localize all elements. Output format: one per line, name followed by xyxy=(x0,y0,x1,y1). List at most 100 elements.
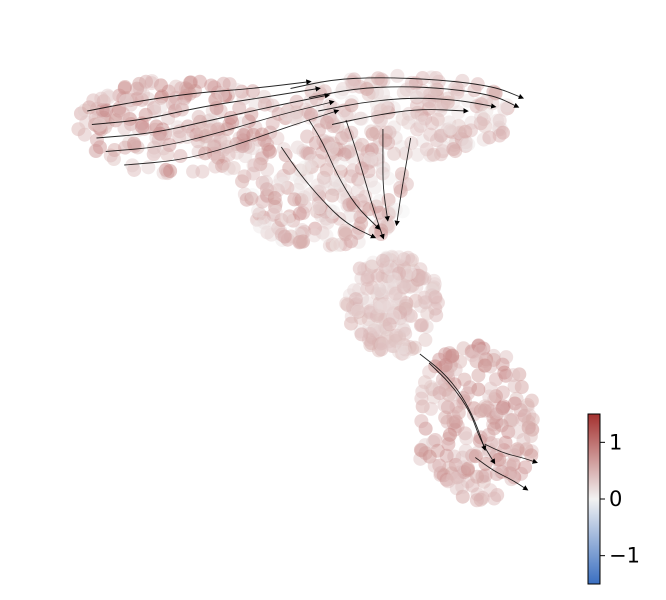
scatter-point xyxy=(467,83,481,97)
scatter-point xyxy=(493,129,507,143)
scatter-point xyxy=(387,272,401,286)
scatter-point xyxy=(431,296,445,310)
scatter-point xyxy=(275,228,289,242)
scatter-point xyxy=(478,119,492,133)
scatter-point xyxy=(429,308,443,322)
scatter-point xyxy=(478,359,492,373)
scatter-point xyxy=(257,216,271,230)
colorbar-bar xyxy=(588,414,600,584)
scatter-point xyxy=(424,70,438,84)
scatter-points xyxy=(71,69,539,507)
scatter-point xyxy=(404,136,418,150)
scatter-point xyxy=(502,461,516,475)
scatter-point xyxy=(399,299,413,313)
scatter-point xyxy=(438,411,452,425)
scatter-point xyxy=(326,205,340,219)
scatter-point xyxy=(154,100,168,114)
scatter-point xyxy=(480,401,494,415)
scatter-point xyxy=(282,161,296,175)
scatter-point xyxy=(390,69,404,83)
colorbar-tick-label: 1 xyxy=(609,430,622,454)
scatter-point xyxy=(414,318,428,332)
scatter-point xyxy=(318,174,332,188)
scatter-point xyxy=(325,188,339,202)
scatter-point xyxy=(351,304,365,318)
scatter-point xyxy=(389,203,403,217)
scatter-point xyxy=(474,344,488,358)
scatter-point xyxy=(287,192,301,206)
scatter-point xyxy=(339,297,353,311)
scatter-point xyxy=(173,149,187,163)
scatter-point xyxy=(224,111,238,125)
scatter-point xyxy=(135,120,149,134)
scatter-point xyxy=(339,227,353,241)
colorbar-tick-label: −1 xyxy=(609,544,640,568)
scatter-point xyxy=(396,112,410,126)
scatter-point xyxy=(344,126,358,140)
scatter-point xyxy=(90,133,104,147)
scatter-point xyxy=(493,114,507,128)
scatter-point xyxy=(451,105,465,119)
scatter-point xyxy=(92,118,106,132)
scatter-point xyxy=(428,83,442,97)
scatter-point xyxy=(375,338,389,352)
scatter-point xyxy=(268,191,282,205)
scatter-point xyxy=(410,89,424,103)
scatter-point xyxy=(116,107,130,121)
scatter-point xyxy=(374,300,388,314)
scatter-point xyxy=(362,333,376,347)
scatter-point xyxy=(163,164,177,178)
scatter-point xyxy=(378,133,392,147)
colorbar: 1 0 −1 xyxy=(588,414,640,584)
scatter-point xyxy=(204,78,218,92)
scatter-point xyxy=(118,80,132,94)
scatter-point xyxy=(342,198,356,212)
scatter-point xyxy=(375,72,389,86)
scatter-point xyxy=(325,142,339,156)
scatter-point xyxy=(427,148,441,162)
scatter-point xyxy=(372,283,386,297)
scatter-point xyxy=(441,437,455,451)
scatter-point xyxy=(307,228,321,242)
scatter-point xyxy=(411,148,425,162)
scatter-point xyxy=(119,94,133,108)
scatter-point xyxy=(94,92,108,106)
scatter-point xyxy=(305,154,319,168)
scatter-point xyxy=(125,158,139,172)
scatter-point xyxy=(236,128,250,142)
scatter-point xyxy=(496,401,510,415)
scatter-point xyxy=(414,392,428,406)
scatter-point xyxy=(441,91,455,105)
scatter-point xyxy=(514,403,528,417)
colorbar-ticks: 1 0 −1 xyxy=(600,430,640,567)
scatter-point xyxy=(383,317,397,331)
scatter-point xyxy=(448,144,462,158)
scatter-point xyxy=(446,471,460,485)
scatter-point xyxy=(525,394,539,408)
scatter-point xyxy=(526,412,540,426)
scatter-point xyxy=(246,167,260,181)
scatter-point xyxy=(320,116,334,130)
scatter-point xyxy=(482,428,496,442)
scatter-point xyxy=(79,115,93,129)
scatter-point xyxy=(374,227,388,241)
scatter-point xyxy=(445,349,459,363)
scatter-point xyxy=(117,121,131,135)
scatter-point xyxy=(392,250,406,264)
scatter-point xyxy=(465,479,479,493)
scatter-point xyxy=(516,433,530,447)
scatter-point xyxy=(330,238,344,252)
colorbar-tick-label: 0 xyxy=(609,487,622,511)
scatter-point xyxy=(443,122,457,136)
scatter-point xyxy=(506,446,520,460)
scatter-point xyxy=(269,205,283,219)
scatter-point xyxy=(392,331,406,345)
scatter-point xyxy=(130,82,144,96)
scatter-point xyxy=(424,402,438,416)
scatter-point xyxy=(208,160,222,174)
scatter-point xyxy=(319,228,333,242)
scatter-point xyxy=(418,375,432,389)
scatter-point xyxy=(419,446,433,460)
scatter-point xyxy=(186,165,200,179)
